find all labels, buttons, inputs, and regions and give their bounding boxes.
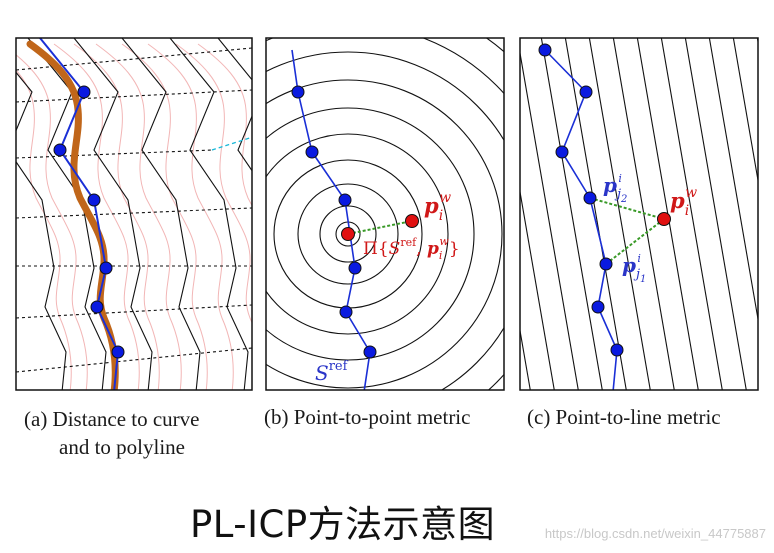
parallel-line (520, 327, 531, 390)
pink-contour (197, 43, 252, 207)
panel-b: piw Π{Sref, piw} Sref (265, 37, 505, 391)
parallel-line (520, 188, 555, 390)
projection-point (341, 227, 355, 241)
parallel-line (684, 38, 747, 390)
panel-a-frame (15, 37, 253, 391)
caption-c: (c) Point-to-line metric (527, 405, 721, 429)
polyline-vertex (339, 305, 353, 319)
polyline-vertex (610, 343, 624, 357)
caption-a: (a) Distance to curve and to polyline (24, 405, 200, 461)
polyline-vertex (591, 300, 605, 314)
distance-circle (319, 205, 377, 263)
polyline-vertex (555, 145, 569, 159)
label-p-i-w: piw (424, 190, 451, 224)
polyline-vertex (90, 300, 104, 314)
polyline-vertex (348, 261, 362, 275)
caption-a-line2: and to polyline (59, 435, 185, 459)
query-point (405, 214, 419, 228)
parallel-line (612, 38, 675, 390)
reference-polyline (544, 49, 618, 390)
watermark: https://blog.csdn.net/weixin_44775887 (544, 526, 766, 541)
page-title: PL-ICP方法示意图 (190, 503, 496, 546)
contour-polyline (27, 38, 107, 390)
dotted-line (16, 347, 252, 373)
pink-contour (16, 69, 72, 390)
panel-c: piw pj2i pj1i (519, 37, 759, 391)
dotted-line (16, 149, 213, 159)
parallel-line (732, 38, 758, 184)
panel-b-frame (265, 37, 505, 391)
parallel-distance-lines (520, 38, 758, 390)
polyline-vertex (538, 43, 552, 57)
dotted-line (16, 304, 252, 319)
green-dashed-link (347, 220, 413, 235)
pink-distance-contours (16, 43, 252, 390)
distance-circle (266, 51, 504, 390)
parallel-line (520, 49, 579, 390)
polyline-vertex (77, 85, 91, 99)
polyline-vertex (363, 345, 377, 359)
figure-canvas: piw Π{Sref, piw} Sref piw pj2i pj1i (15, 37, 759, 391)
polyline-vertex (99, 261, 113, 275)
polyline-vertex (583, 191, 597, 205)
pink-contour (175, 43, 252, 325)
distance-circle (266, 133, 449, 335)
contour-polyline (16, 71, 67, 390)
contour-polyline (73, 38, 153, 390)
parallel-line (708, 38, 758, 323)
query-point (657, 212, 671, 226)
label-p-j2: pj2i (603, 172, 627, 205)
reference-polyline (291, 49, 371, 390)
polyline-vertices (538, 43, 624, 357)
panel-a (15, 37, 253, 391)
reference-polyline (39, 38, 120, 390)
caption-a-line1: (a) Distance to curve (24, 407, 200, 431)
label-p-j1: pj1i (622, 252, 646, 285)
distance-circle (297, 183, 399, 285)
distance-circle (266, 107, 475, 361)
label-p-i-w: piw (670, 185, 697, 219)
polyline-vertex (53, 143, 67, 157)
polyline-vertices (53, 85, 125, 359)
parallel-line (540, 38, 603, 390)
contour-polyline (169, 38, 249, 390)
caption-b: (b) Point-to-point metric (264, 405, 471, 429)
polyline-vertex (338, 193, 352, 207)
distance-circle (266, 79, 503, 389)
polyline-vertices (291, 85, 377, 359)
label-s-ref: Sref (315, 359, 349, 385)
pink-contour (16, 54, 88, 390)
pink-contour (147, 43, 234, 390)
green-dashed-link-lower (605, 218, 665, 265)
polyline-vertex (291, 85, 305, 99)
polyline-vertex (305, 145, 319, 159)
polyline-vertex (599, 257, 613, 271)
pink-contour (53, 43, 140, 390)
green-dashed-link-upper (589, 197, 665, 220)
contour-polyline (121, 38, 201, 390)
parallel-line (564, 38, 627, 390)
cyan-dashed-line (211, 136, 252, 151)
pink-contour (121, 43, 208, 390)
pink-contour (95, 43, 182, 390)
polyline-vertex (87, 193, 101, 207)
smooth-curve (26, 40, 119, 390)
polyline-vertex (579, 85, 593, 99)
panel-c-frame (519, 37, 759, 391)
parallel-line (660, 38, 723, 390)
dotted-line (16, 89, 252, 103)
parallel-line (588, 38, 651, 390)
polyline-vertex (111, 345, 125, 359)
dotted-distance-lines (16, 47, 252, 373)
label-projection: Π{Sref, piw} (363, 235, 460, 262)
